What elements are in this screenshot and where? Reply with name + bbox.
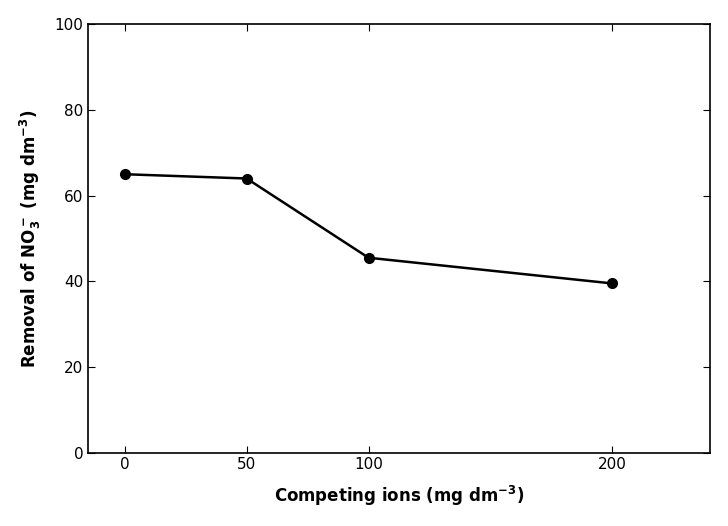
- Y-axis label: Removal of NO$_3^-$ (mg dm$^{-3}$): Removal of NO$_3^-$ (mg dm$^{-3}$): [18, 109, 44, 368]
- X-axis label: Competing ions (mg dm$^{-3}$): Competing ions (mg dm$^{-3}$): [274, 483, 524, 508]
